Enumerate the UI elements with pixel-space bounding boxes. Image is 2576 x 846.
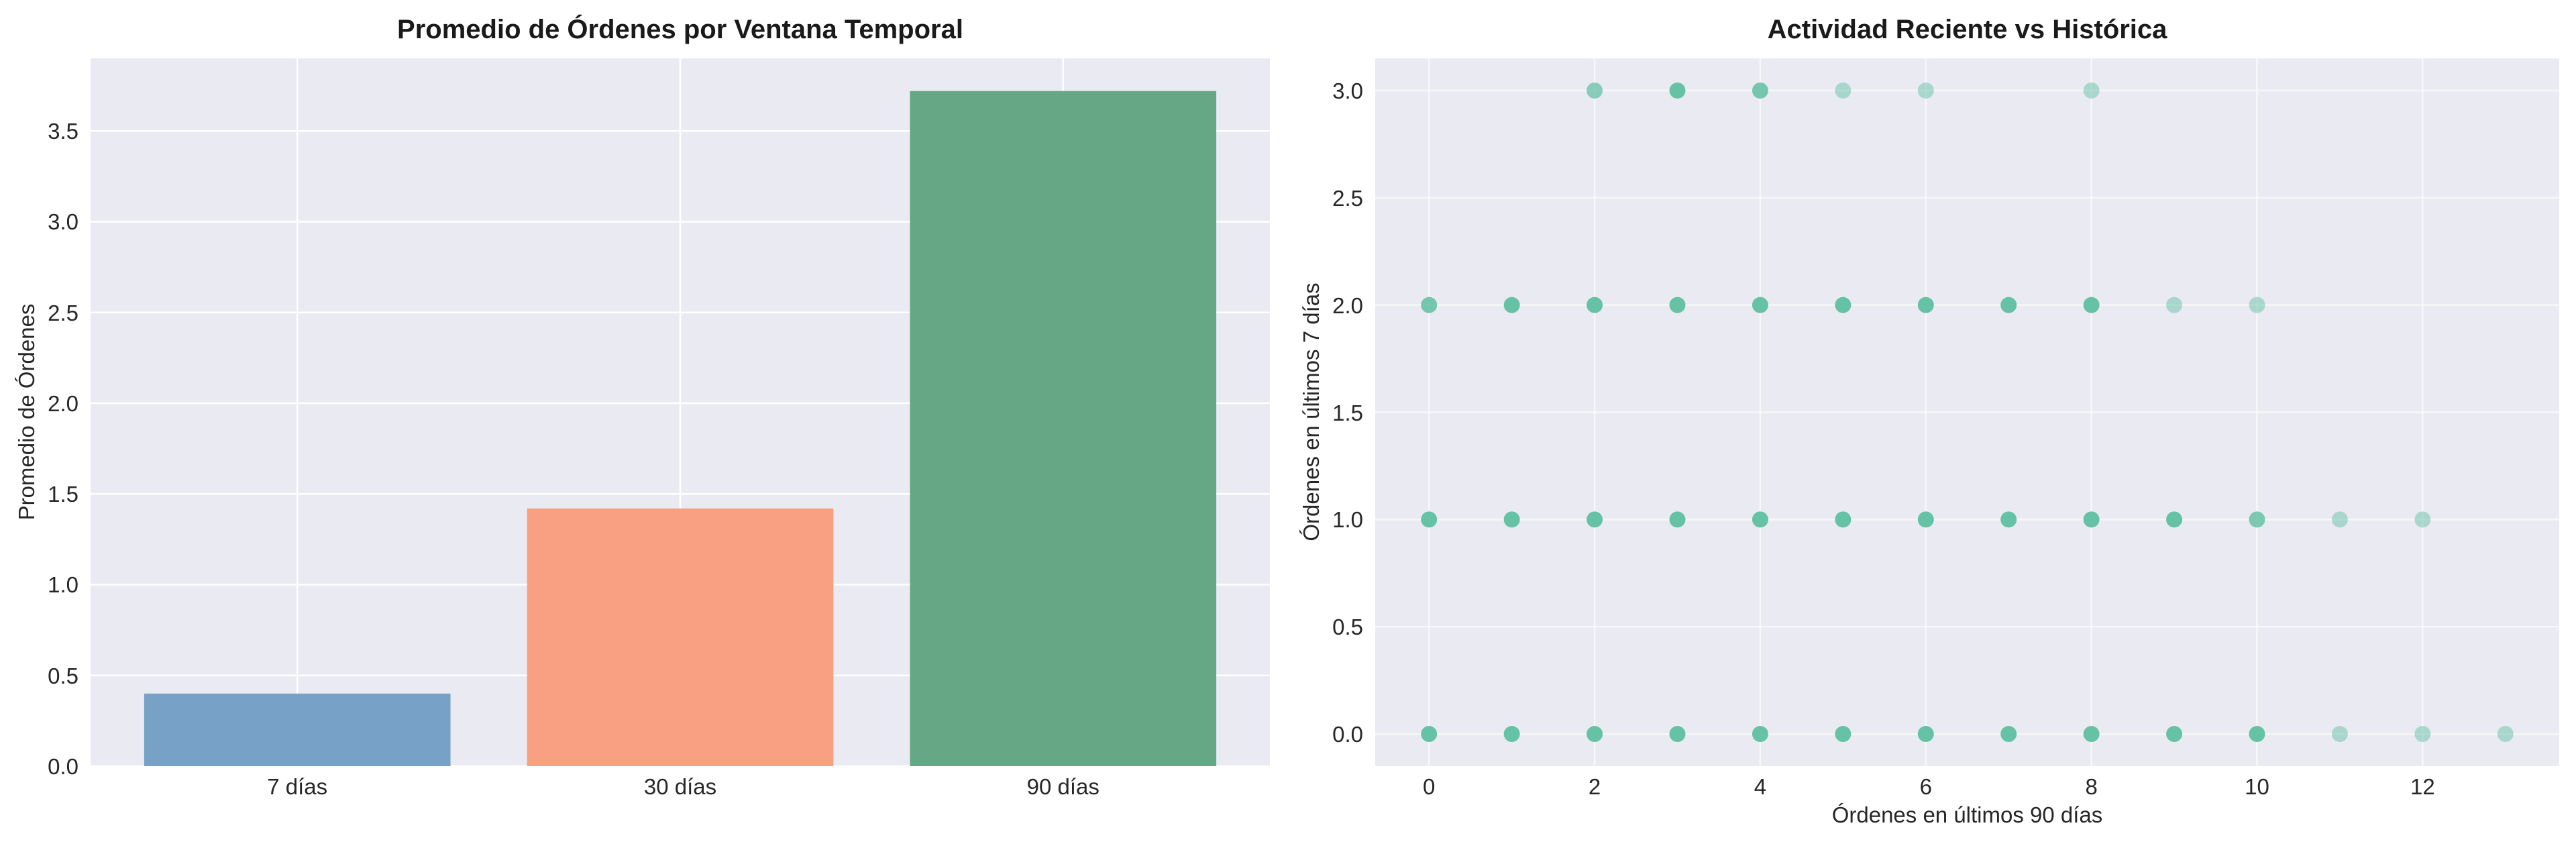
- bar-chart-y-tick: 2.5: [48, 300, 78, 325]
- bar-chart-y-tick: 3.5: [48, 119, 78, 144]
- scatter-point: [1669, 297, 1686, 313]
- scatter-point: [1917, 726, 1934, 743]
- scatter-point: [2414, 726, 2431, 743]
- scatter-point: [1669, 726, 1686, 743]
- scatter-chart-svg: [1375, 58, 2559, 766]
- scatter-point: [1752, 82, 1768, 99]
- scatter-point: [1503, 726, 1520, 743]
- scatter-chart-x-tick: 8: [2085, 774, 2098, 799]
- scatter-point: [2083, 726, 2100, 743]
- bar-chart-plot-area: [91, 58, 1270, 766]
- scatter-point: [1587, 511, 1603, 528]
- bar-chart-y-tick: 0.5: [48, 663, 78, 688]
- scatter-point: [1835, 82, 1851, 99]
- bar-1: [527, 508, 834, 766]
- bar-chart-svg: [91, 58, 1270, 766]
- bar-chart-x-tick: 30 días: [643, 774, 717, 799]
- scatter-chart-x-axis-label: Órdenes en últimos 90 días: [1831, 802, 2103, 827]
- scatter-point: [2249, 511, 2265, 528]
- scatter-point: [2166, 297, 2183, 313]
- scatter-point: [2083, 511, 2100, 528]
- scatter-point: [2083, 297, 2100, 313]
- scatter-point: [2000, 297, 2017, 313]
- scatter-chart-plot-area: [1375, 58, 2559, 766]
- bar-chart-x-tick: 7 días: [267, 774, 328, 799]
- scatter-chart-x-tick: 0: [1423, 774, 1436, 799]
- scatter-chart-y-tick: 0.0: [1332, 722, 1363, 747]
- scatter-chart-x-tick: 6: [1919, 774, 1932, 799]
- scatter-chart-title: Actividad Reciente vs Histórica: [1767, 15, 2167, 44]
- scatter-point: [1752, 511, 1768, 528]
- scatter-chart-y-tick: 1.5: [1332, 400, 1363, 425]
- scatter-point: [2000, 726, 2017, 743]
- scatter-chart-x-tick: 10: [2245, 774, 2269, 799]
- scatter-point: [2414, 511, 2431, 528]
- scatter-point: [1503, 511, 1520, 528]
- scatter-point: [1587, 82, 1603, 99]
- scatter-chart-y-tick: 3.0: [1332, 78, 1363, 103]
- scatter-chart-y-tick: 2.0: [1332, 293, 1363, 318]
- bar-0: [144, 693, 451, 766]
- scatter-point: [2166, 511, 2183, 528]
- scatter-point: [2249, 726, 2265, 743]
- scatter-point: [1752, 297, 1768, 313]
- scatter-point: [2166, 726, 2183, 743]
- scatter-point: [1917, 511, 1934, 528]
- bar-chart-title: Promedio de Órdenes por Ventana Temporal: [397, 15, 963, 44]
- scatter-point: [1587, 297, 1603, 313]
- scatter-point: [1669, 511, 1686, 528]
- bar-chart-y-tick: 1.5: [48, 482, 78, 507]
- scatter-point: [1421, 297, 1438, 313]
- scatter-point: [2331, 511, 2348, 528]
- scatter-point: [2497, 726, 2514, 743]
- scatter-point: [1421, 511, 1438, 528]
- bar-chart-x-tick: 90 días: [1026, 774, 1099, 799]
- scatter-point: [1917, 297, 1934, 313]
- bar-chart-y-tick: 0.0: [48, 754, 78, 779]
- bar-chart-y-tick: 1.0: [48, 572, 78, 598]
- scatter-chart-x-tick: 12: [2410, 774, 2435, 799]
- scatter-chart-x-tick: 4: [1754, 774, 1767, 799]
- scatter-point: [1917, 82, 1934, 99]
- scatter-point: [1669, 82, 1686, 99]
- scatter-point: [1752, 726, 1768, 743]
- scatter-point: [2331, 726, 2348, 743]
- scatter-point: [1421, 726, 1438, 743]
- scatter-chart-x-tick: 2: [1588, 774, 1601, 799]
- bar-2: [910, 91, 1217, 766]
- bar-chart-y-tick: 3.0: [48, 209, 78, 235]
- scatter-point: [2083, 82, 2100, 99]
- scatter-point: [1835, 511, 1851, 528]
- scatter-point: [1587, 726, 1603, 743]
- scatter-chart-y-tick: 2.5: [1332, 185, 1363, 211]
- bar-chart-y-tick: 2.0: [48, 390, 78, 416]
- scatter-point: [1835, 297, 1851, 313]
- scatter-chart-y-tick: 1.0: [1332, 507, 1363, 533]
- scatter-point: [1503, 297, 1520, 313]
- scatter-point: [1835, 726, 1851, 743]
- scatter-chart-y-tick: 0.5: [1332, 615, 1363, 640]
- bar-chart-panel: Promedio de Órdenes por Ventana Temporal…: [14, 15, 1270, 799]
- scatter-point: [2000, 511, 2017, 528]
- scatter-point: [2249, 297, 2265, 313]
